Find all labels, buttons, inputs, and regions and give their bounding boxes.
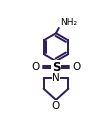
Text: NH₂: NH₂ xyxy=(60,18,77,27)
Text: O: O xyxy=(31,62,40,72)
Text: O: O xyxy=(72,62,81,72)
Text: N: N xyxy=(52,73,60,83)
Text: O: O xyxy=(52,101,60,111)
Text: S: S xyxy=(52,61,60,74)
